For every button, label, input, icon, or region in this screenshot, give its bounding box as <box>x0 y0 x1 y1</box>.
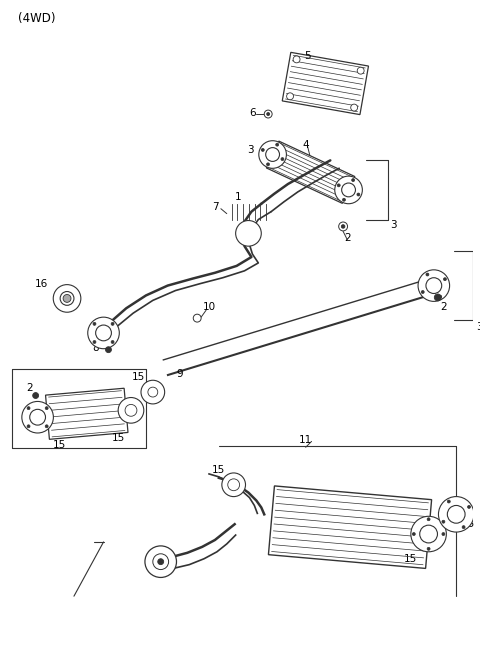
Circle shape <box>259 140 287 169</box>
Text: 10: 10 <box>203 302 216 312</box>
Polygon shape <box>268 486 432 568</box>
Circle shape <box>266 163 269 166</box>
Circle shape <box>351 104 358 111</box>
Circle shape <box>438 497 474 532</box>
Circle shape <box>434 294 441 301</box>
Polygon shape <box>282 52 369 115</box>
Text: 3: 3 <box>476 322 480 332</box>
Circle shape <box>60 291 74 305</box>
Text: 15: 15 <box>53 440 66 450</box>
Circle shape <box>22 401 53 433</box>
Circle shape <box>45 425 48 428</box>
Circle shape <box>45 407 48 409</box>
Circle shape <box>444 277 446 281</box>
Circle shape <box>418 270 450 301</box>
Text: 15: 15 <box>111 433 125 443</box>
Circle shape <box>118 398 144 423</box>
Circle shape <box>343 198 346 201</box>
Circle shape <box>281 157 284 161</box>
Circle shape <box>193 314 201 322</box>
Polygon shape <box>46 388 128 440</box>
Circle shape <box>411 516 446 552</box>
Circle shape <box>426 273 429 276</box>
Circle shape <box>339 222 348 231</box>
Circle shape <box>352 178 355 182</box>
Circle shape <box>145 546 177 577</box>
Text: 2: 2 <box>440 302 447 312</box>
Text: 4: 4 <box>302 140 309 150</box>
Text: 2: 2 <box>26 382 33 393</box>
Text: 7: 7 <box>212 202 218 212</box>
Circle shape <box>148 387 158 397</box>
Circle shape <box>158 559 164 565</box>
Text: 3: 3 <box>248 144 254 155</box>
Circle shape <box>141 380 165 404</box>
Text: 5: 5 <box>304 51 311 61</box>
Circle shape <box>421 291 424 293</box>
Text: 3: 3 <box>391 220 397 230</box>
Circle shape <box>111 340 114 344</box>
Circle shape <box>439 295 442 298</box>
Circle shape <box>106 347 111 353</box>
Circle shape <box>222 473 245 497</box>
Text: 11: 11 <box>299 436 312 445</box>
Text: 6: 6 <box>249 108 256 118</box>
Circle shape <box>426 277 442 293</box>
Circle shape <box>111 322 114 325</box>
Circle shape <box>342 183 356 197</box>
Circle shape <box>264 110 272 118</box>
Circle shape <box>276 143 279 146</box>
Circle shape <box>427 547 430 550</box>
Circle shape <box>420 525 437 543</box>
Circle shape <box>88 317 120 349</box>
Text: 1: 1 <box>235 192 242 202</box>
Circle shape <box>53 285 81 312</box>
Circle shape <box>335 176 362 204</box>
Circle shape <box>341 224 345 228</box>
Circle shape <box>462 525 465 529</box>
Circle shape <box>412 533 415 535</box>
Circle shape <box>468 506 470 508</box>
Circle shape <box>293 56 300 63</box>
Circle shape <box>27 407 30 409</box>
Circle shape <box>442 533 445 535</box>
Circle shape <box>261 148 264 152</box>
Circle shape <box>63 295 71 302</box>
Circle shape <box>266 148 279 161</box>
Text: 15: 15 <box>461 519 475 529</box>
Circle shape <box>96 325 111 341</box>
Circle shape <box>33 392 38 398</box>
Text: 9: 9 <box>176 369 183 379</box>
Circle shape <box>27 425 30 428</box>
Polygon shape <box>266 141 355 203</box>
Circle shape <box>447 506 465 523</box>
Text: 16: 16 <box>35 279 48 289</box>
Circle shape <box>93 322 96 325</box>
Text: (4WD): (4WD) <box>18 12 55 25</box>
Circle shape <box>442 520 445 523</box>
Circle shape <box>93 340 96 344</box>
Circle shape <box>427 518 430 521</box>
Circle shape <box>357 193 360 196</box>
Circle shape <box>267 113 270 115</box>
Text: 15: 15 <box>404 554 418 564</box>
Circle shape <box>337 184 340 187</box>
Circle shape <box>357 67 364 74</box>
Circle shape <box>125 405 137 417</box>
Circle shape <box>447 500 450 503</box>
Circle shape <box>153 554 168 569</box>
Circle shape <box>228 479 240 491</box>
Text: 15: 15 <box>132 373 144 382</box>
Text: 8: 8 <box>92 342 99 353</box>
Circle shape <box>287 93 294 100</box>
Text: 15: 15 <box>212 465 226 475</box>
Text: 2: 2 <box>344 234 350 243</box>
Circle shape <box>30 409 46 425</box>
Circle shape <box>236 220 261 246</box>
